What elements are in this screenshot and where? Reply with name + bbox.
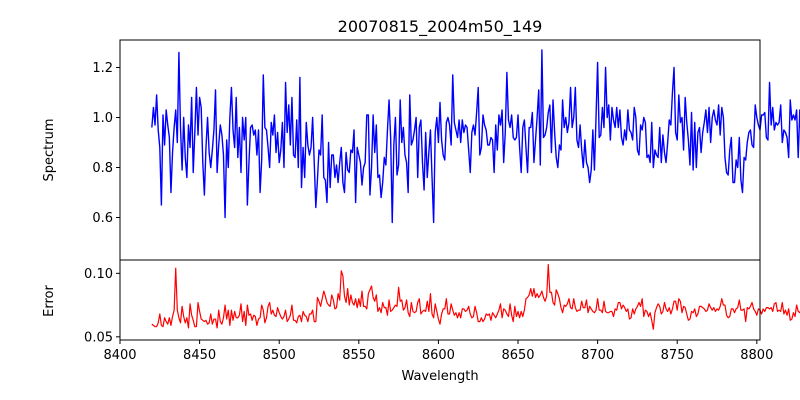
spectrum-y-tick-label: 0.8 <box>92 161 113 176</box>
error-panel: 0.05 0.10 8400 8450 8500 8550 8600 8650 8700 875… <box>42 259 800 384</box>
error-y-tick-label: 0.05 <box>84 330 113 345</box>
x-tick-label: 8700 <box>581 348 614 363</box>
spectrum-y-tick-label: 0.6 <box>92 211 113 226</box>
x-tick-label: 8650 <box>501 348 534 363</box>
spectrum-y-ticks: 0.6 0.8 1.0 1.2 <box>92 61 120 226</box>
x-axis-label: Wavelength <box>401 369 478 384</box>
x-tick-label: 8600 <box>422 348 455 363</box>
error-y-tick-label: 0.10 <box>84 267 113 282</box>
x-ticks: 8400 8450 8500 8550 8600 8650 8700 8750 8800 <box>103 340 773 363</box>
error-y-axis-label: Error <box>42 285 57 317</box>
error-y-ticks: 0.05 0.10 <box>84 267 120 345</box>
spectrum-y-axis-label: Spectrum <box>42 119 57 182</box>
chart-title: 20070815_2004m50_149 <box>338 17 543 37</box>
x-tick-label: 8400 <box>103 348 136 363</box>
spectrum-y-tick-label: 1.0 <box>92 111 113 126</box>
spectrum-panel: 20070815_2004m50_149 0.6 0.8 1.0 1.2 Spectr… <box>42 17 800 261</box>
spectrum-series-line <box>151 49 800 224</box>
x-tick-label: 8800 <box>740 348 773 363</box>
spectrum-y-tick-label: 1.2 <box>92 61 113 76</box>
x-tick-label: 8450 <box>183 348 216 363</box>
x-tick-label: 8500 <box>263 348 296 363</box>
error-series-line <box>151 263 800 330</box>
x-tick-label: 8550 <box>342 348 375 363</box>
error-axes-frame <box>119 259 761 341</box>
x-tick-label: 8750 <box>661 348 694 363</box>
